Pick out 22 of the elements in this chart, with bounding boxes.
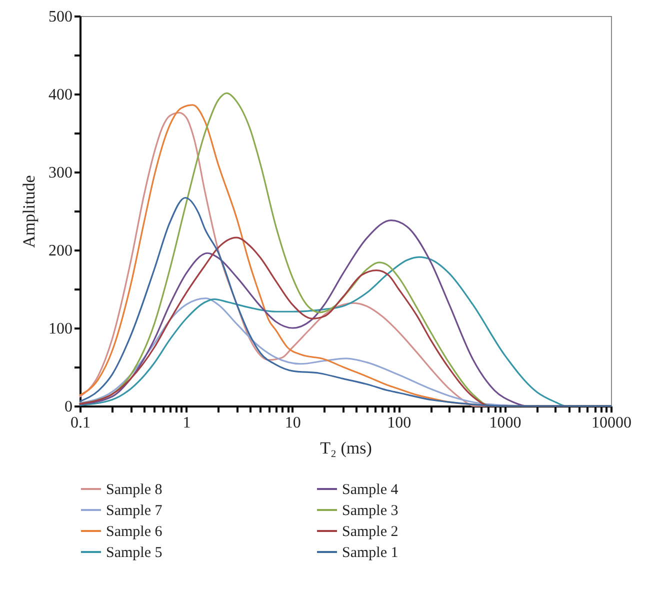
y-tick-label: 200 bbox=[48, 242, 72, 260]
y-tick-label: 300 bbox=[48, 164, 72, 182]
legend-label: Sample 6 bbox=[106, 524, 163, 540]
y-tick-label: 0 bbox=[64, 398, 72, 416]
y-tick-label: 500 bbox=[48, 8, 72, 26]
legend-label: Sample 7 bbox=[106, 503, 163, 519]
x-tick-label: 10000 bbox=[592, 414, 632, 432]
legend-label: Sample 5 bbox=[106, 545, 162, 561]
y-tick-label: 400 bbox=[48, 86, 72, 104]
legend-label: Sample 4 bbox=[342, 482, 399, 498]
x-tick-label: 100 bbox=[387, 414, 412, 432]
x-tick-label: 0.1 bbox=[70, 414, 90, 432]
legend-label: Sample 2 bbox=[342, 524, 398, 540]
x-tick-label: 1000 bbox=[489, 414, 522, 432]
legend-label: Sample 1 bbox=[342, 545, 398, 561]
x-tick-label: 10 bbox=[284, 414, 301, 432]
y-tick-label: 100 bbox=[48, 320, 72, 338]
legend-label: Sample 3 bbox=[342, 503, 398, 519]
y-axis-title: Amplitude bbox=[20, 175, 38, 248]
x-axis-title: T₂ (ms) bbox=[320, 438, 372, 458]
x-tick-label: 1 bbox=[182, 414, 191, 432]
legend-label: Sample 8 bbox=[106, 482, 162, 498]
